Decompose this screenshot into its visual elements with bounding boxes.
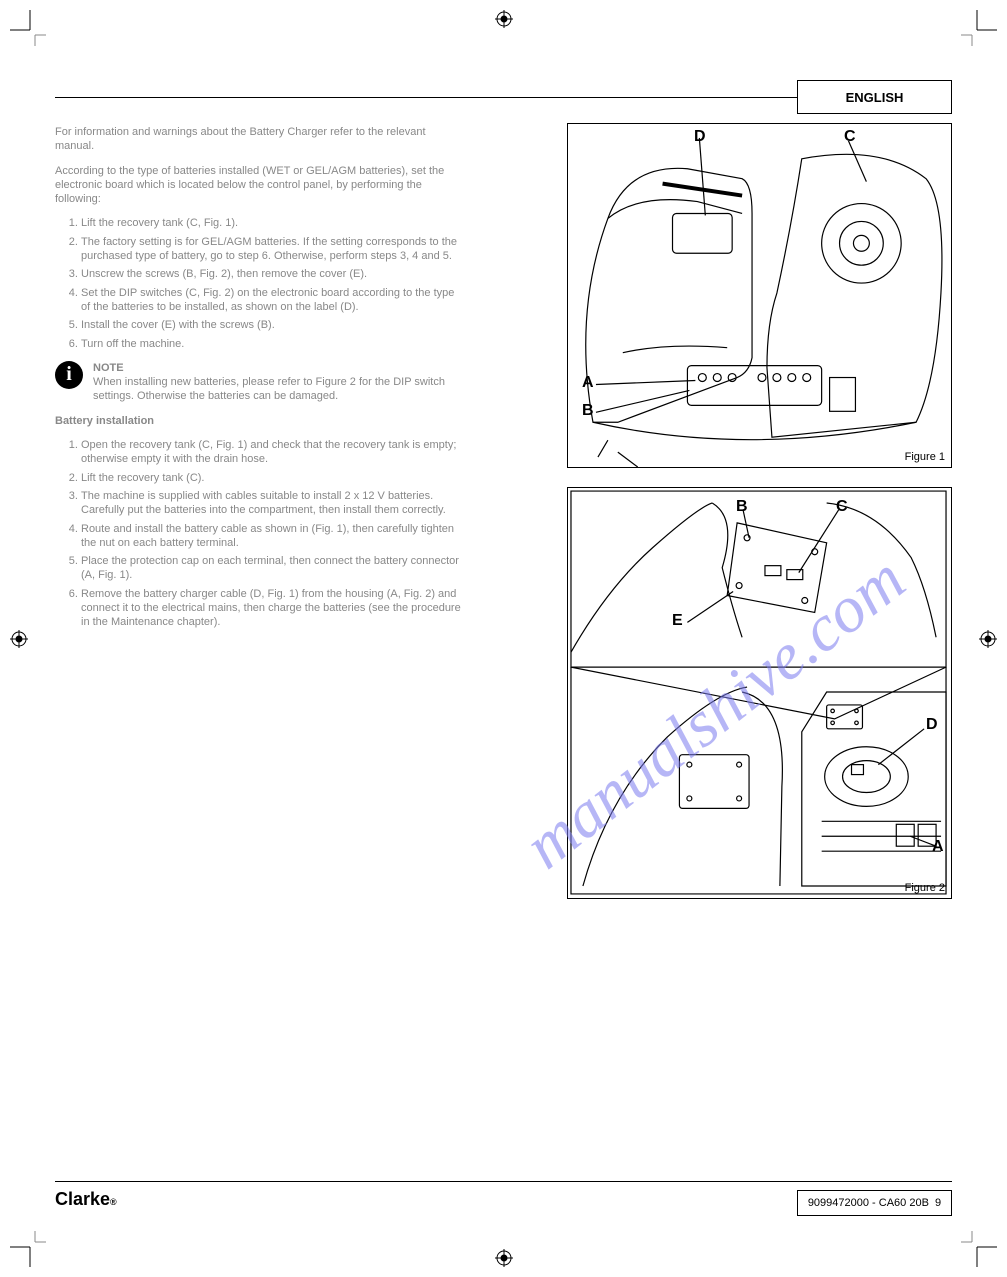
figure-1-number: Figure 1 [905,451,945,463]
header-language-box: ENGLISH [797,80,952,114]
footer-registered-mark: ® [110,1197,117,1207]
footer-brand-name: Clarke [55,1189,110,1210]
fig1-label-c: C [844,128,856,146]
fig2-label-e: E [672,612,683,630]
crop-mark-bl [10,1231,46,1267]
header-language-label: ENGLISH [846,90,904,105]
intro-paragraph: For information and warnings about the B… [55,125,465,154]
fig1-label-b: B [582,402,594,420]
fig2-label-a: A [932,838,944,856]
instruction-column: For information and warnings about the B… [55,125,465,640]
footer-page-box: 9099472000 - CA60 20B 9 [797,1190,952,1216]
install-step: The machine is supplied with cables suit… [81,489,465,518]
registration-mark-right [979,630,997,648]
figure-1: D C A B Figure 1 [567,123,952,468]
install-step: Open the recovery tank (C, Fig. 1) and c… [81,438,465,467]
setup-intro: According to the type of batteries insta… [55,164,465,207]
footer-doc-id: 9099472000 - CA60 20B [808,1197,929,1209]
install-step: Route and install the battery cable as s… [81,522,465,551]
registration-mark-bottom [495,1249,513,1267]
registration-mark-left [10,630,28,648]
footer-rule [55,1181,952,1182]
info-icon: i [55,361,83,389]
setup-step: Set the DIP switches (C, Fig. 2) on the … [81,286,465,315]
install-step: Lift the recovery tank (C). [81,471,465,485]
install-step: Remove the battery charger cable (D, Fig… [81,587,465,630]
setup-steps-list: Lift the recovery tank (C, Fig. 1). The … [55,216,465,350]
crop-mark-tl [10,10,46,46]
figure-2: B C E D A Figure 2 [567,487,952,899]
setup-step: Lift the recovery tank (C, Fig. 1). [81,216,465,230]
fig2-label-c: C [836,498,848,516]
registration-mark-top [495,10,513,28]
fig2-label-d: D [926,716,938,734]
fig1-label-d: D [694,128,706,146]
fig1-label-a: A [582,374,594,392]
note-label: NOTE [93,362,124,374]
setup-step: Install the cover (E) with the screws (B… [81,318,465,332]
setup-step: Turn off the machine. [81,337,465,351]
setup-step: The factory setting is for GEL/AGM batte… [81,235,465,264]
page-body: ENGLISH For information and warnings abo… [55,55,952,1222]
figure-2-diagram [568,488,951,898]
footer-brand: Clarke ® [55,1189,117,1210]
install-step: Place the protection cap on each termina… [81,554,465,583]
setup-step: Unscrew the screws (B, Fig. 2), then rem… [81,267,465,281]
figure-1-diagram [568,124,951,467]
note-body: When installing new batteries, please re… [93,376,445,402]
fig2-label-b: B [736,498,748,516]
crop-mark-tr [961,10,997,46]
footer-page-number: 9 [935,1197,941,1209]
battery-install-heading: Battery installation [55,414,465,428]
note-block: i NOTE When installing new batteries, pl… [55,361,465,404]
figure-2-number: Figure 2 [905,882,945,894]
battery-install-list: Open the recovery tank (C, Fig. 1) and c… [55,438,465,630]
crop-mark-br [961,1231,997,1267]
note-text: NOTE When installing new batteries, plea… [93,361,465,404]
